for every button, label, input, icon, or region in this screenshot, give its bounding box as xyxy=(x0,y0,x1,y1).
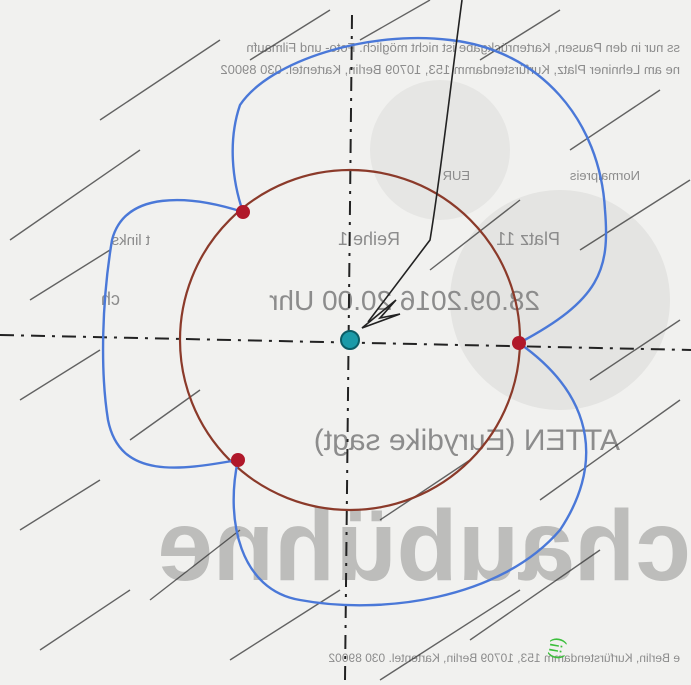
pointer xyxy=(367,0,463,323)
ticket-text: ATTEN (Eurydike sagt) xyxy=(314,424,620,457)
ticket-text: 28.09.2016 20.00 Uhr xyxy=(269,285,540,316)
handwriting: (!!) xyxy=(544,636,568,661)
ticket-text: ne am Lehniner Platz, Kurfürstendamm 153… xyxy=(220,62,680,77)
center-point xyxy=(340,330,360,350)
arrowhead xyxy=(361,299,401,329)
hatching xyxy=(9,0,691,681)
ticket-text: Reihe 1 xyxy=(338,229,400,249)
ticket-text: chaubühne xyxy=(158,490,691,602)
ticket-text: EUR xyxy=(443,168,470,183)
ticket-text: Platz 11 xyxy=(496,229,560,249)
point xyxy=(231,453,245,467)
ticket-text: t links xyxy=(112,232,150,249)
shadow-shape xyxy=(450,190,670,410)
point xyxy=(236,205,250,219)
ticket-text: e Berlin, Kurfürstendamm 153, 10709 Berl… xyxy=(328,651,680,665)
shadow-shape xyxy=(370,80,510,220)
point xyxy=(512,336,526,350)
flower-curve xyxy=(101,36,608,607)
ticket-text: Normalpreis xyxy=(569,168,640,183)
